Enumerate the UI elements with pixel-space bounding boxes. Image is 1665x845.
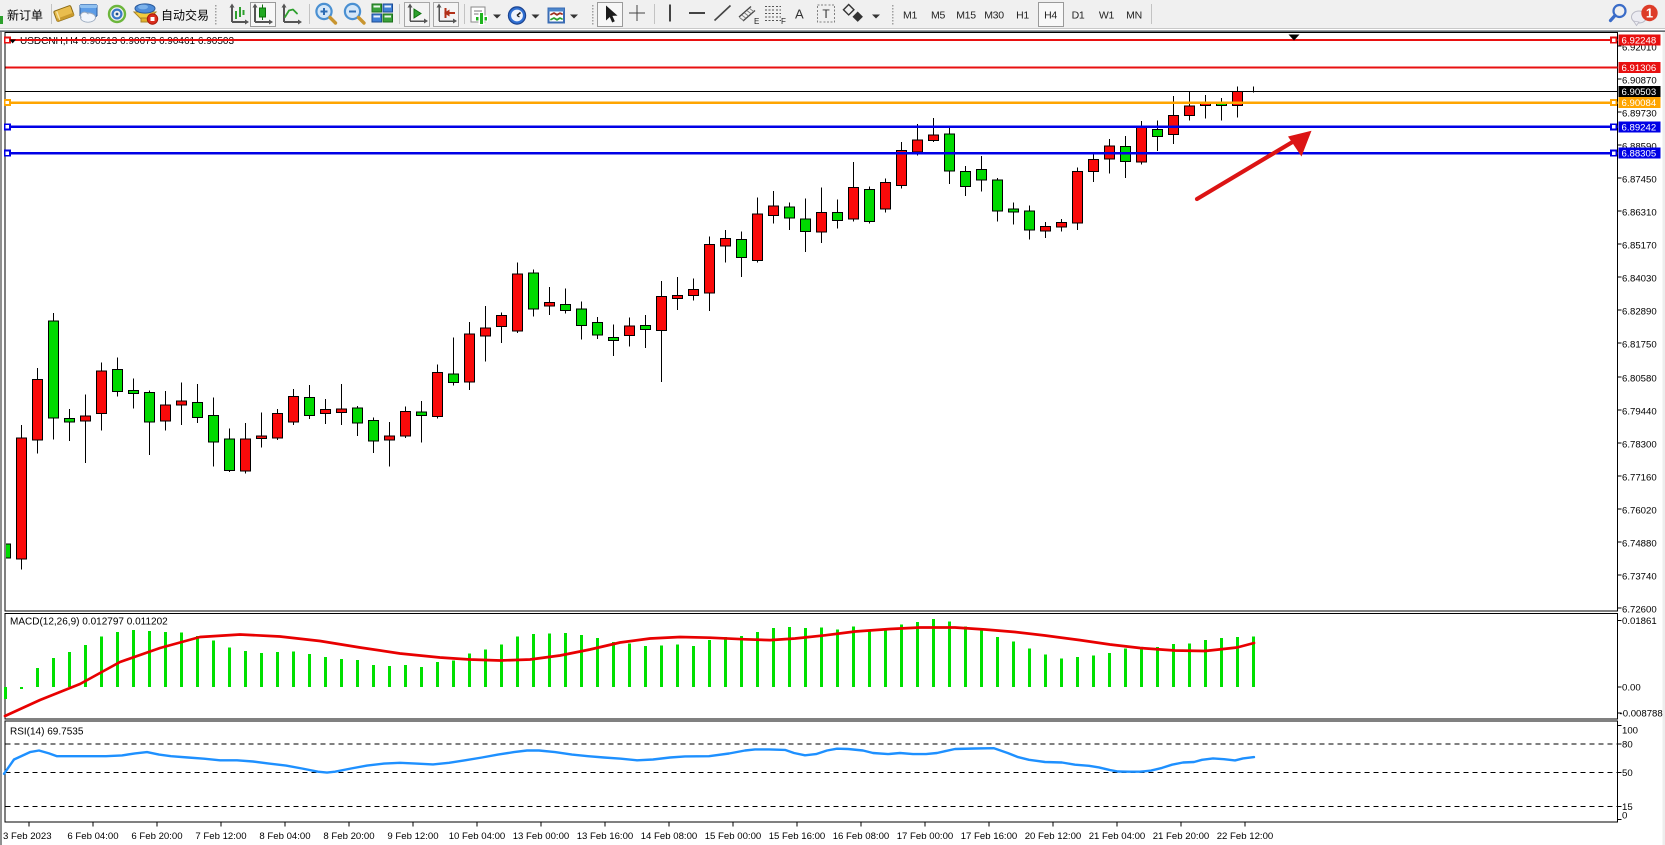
svg-text:20 Feb 12:00: 20 Feb 12:00 — [1025, 831, 1082, 842]
svg-text:17 Feb 16:00: 17 Feb 16:00 — [961, 831, 1018, 842]
svg-text:8 Feb 20:00: 8 Feb 20:00 — [323, 831, 374, 842]
svg-text:6.88590: 6.88590 — [1622, 141, 1657, 152]
svg-text:13 Feb 16:00: 13 Feb 16:00 — [577, 831, 634, 842]
svg-text:6.76020: 6.76020 — [1622, 505, 1657, 516]
svg-text:T: T — [822, 7, 830, 21]
svg-text:6.90870: 6.90870 — [1622, 75, 1657, 86]
svg-text:RSI(14) 69.7535: RSI(14) 69.7535 — [10, 727, 84, 738]
svg-text:6.74880: 6.74880 — [1622, 538, 1657, 549]
svg-text:-0.008788: -0.008788 — [1620, 709, 1663, 720]
svg-text:F: F — [781, 17, 786, 26]
svg-text:E: E — [754, 17, 759, 26]
svg-text:8 Feb 04:00: 8 Feb 04:00 — [259, 831, 310, 842]
svg-text:6.90503: 6.90503 — [1622, 87, 1657, 98]
svg-text:1: 1 — [1646, 6, 1653, 21]
svg-text:80: 80 — [1622, 740, 1633, 751]
svg-text:6.89242: 6.89242 — [1622, 122, 1657, 133]
svg-text:22 Feb 12:00: 22 Feb 12:00 — [1217, 831, 1274, 842]
svg-text:M15: M15 — [956, 10, 976, 22]
svg-text:0.01861: 0.01861 — [1622, 616, 1657, 627]
svg-text:15 Feb 16:00: 15 Feb 16:00 — [769, 831, 826, 842]
svg-text:6.92248: 6.92248 — [1622, 36, 1657, 47]
svg-text:6.89730: 6.89730 — [1622, 108, 1657, 119]
svg-text:6.80580: 6.80580 — [1622, 373, 1657, 384]
svg-text:6.85170: 6.85170 — [1622, 240, 1657, 251]
svg-text:6 Feb 20:00: 6 Feb 20:00 — [131, 831, 182, 842]
svg-text:7 Feb 12:00: 7 Feb 12:00 — [195, 831, 246, 842]
svg-text:MN: MN — [1126, 10, 1142, 22]
svg-text:M1: M1 — [903, 10, 917, 22]
svg-text:0.00: 0.00 — [1622, 683, 1641, 694]
svg-text:6.79440: 6.79440 — [1622, 406, 1657, 417]
svg-text:6.78300: 6.78300 — [1622, 439, 1657, 450]
svg-text:USDCNH,H4 6.90513 6.90673 6.9: USDCNH,H4 6.90513 6.90673 6.90461 6.9050… — [20, 36, 234, 47]
svg-text:H1: H1 — [1016, 10, 1029, 22]
svg-text:M30: M30 — [984, 10, 1004, 22]
svg-text:6.91306: 6.91306 — [1622, 63, 1657, 74]
svg-text:15 Feb 00:00: 15 Feb 00:00 — [705, 831, 762, 842]
svg-text:21 Feb 20:00: 21 Feb 20:00 — [1153, 831, 1210, 842]
svg-text:6.88305: 6.88305 — [1622, 149, 1657, 160]
svg-text:H4: H4 — [1044, 10, 1057, 22]
svg-text:6.77160: 6.77160 — [1622, 472, 1657, 483]
svg-text:6.84030: 6.84030 — [1622, 273, 1657, 284]
svg-text:16 Feb 08:00: 16 Feb 08:00 — [833, 831, 890, 842]
svg-text:D1: D1 — [1072, 10, 1085, 22]
svg-text:M5: M5 — [931, 10, 945, 22]
svg-text:14 Feb 08:00: 14 Feb 08:00 — [641, 831, 698, 842]
svg-text:A: A — [795, 7, 804, 22]
svg-text:6.86310: 6.86310 — [1622, 207, 1657, 218]
svg-text:13 Feb 00:00: 13 Feb 00:00 — [513, 831, 570, 842]
svg-text:50: 50 — [1622, 768, 1633, 779]
svg-text:6.81750: 6.81750 — [1622, 339, 1657, 350]
svg-text:6.73740: 6.73740 — [1622, 571, 1657, 582]
svg-text:15: 15 — [1622, 802, 1633, 813]
svg-text:6.87450: 6.87450 — [1622, 174, 1657, 185]
svg-text:3 Feb 2023: 3 Feb 2023 — [3, 831, 52, 842]
svg-text:自动交易: 自动交易 — [161, 8, 209, 23]
svg-text:0: 0 — [1622, 811, 1627, 822]
svg-text:6.82890: 6.82890 — [1622, 306, 1657, 317]
svg-text:新订单: 新订单 — [7, 8, 43, 23]
svg-text:10 Feb 04:00: 10 Feb 04:00 — [449, 831, 506, 842]
svg-text:21 Feb 04:00: 21 Feb 04:00 — [1089, 831, 1146, 842]
svg-text:17 Feb 00:00: 17 Feb 00:00 — [897, 831, 954, 842]
svg-text:6.92010: 6.92010 — [1622, 42, 1657, 53]
svg-text:W1: W1 — [1099, 10, 1115, 22]
svg-text:6 Feb 04:00: 6 Feb 04:00 — [67, 831, 118, 842]
svg-text:6.72600: 6.72600 — [1622, 604, 1657, 615]
svg-text:100: 100 — [1622, 726, 1638, 737]
svg-text:MACD(12,26,9) 0.012797 0.01120: MACD(12,26,9) 0.012797 0.011202 — [10, 617, 168, 628]
svg-text:6.90084: 6.90084 — [1622, 98, 1657, 109]
svg-text:9 Feb 12:00: 9 Feb 12:00 — [387, 831, 438, 842]
